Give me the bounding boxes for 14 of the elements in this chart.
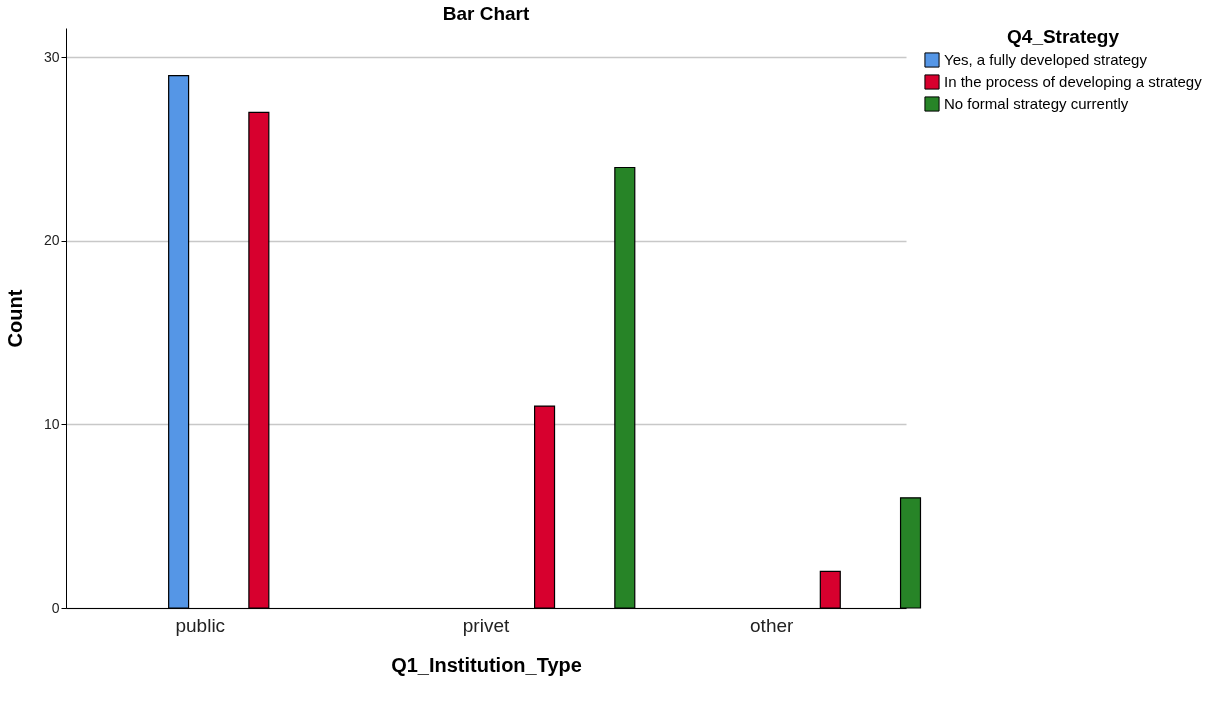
y-axis-title: Count: [3, 289, 26, 348]
legend-label: In the process of developing a strategy: [944, 73, 1203, 90]
y-tick-label: 30: [43, 48, 60, 65]
legend-label: Yes, a fully developed strategy: [944, 51, 1148, 68]
legend-label: No formal strategy currently: [944, 95, 1129, 112]
x-tick-label: other: [750, 614, 795, 636]
y-tick-label: 20: [43, 232, 60, 249]
y-tick-label: 0: [51, 599, 60, 616]
x-axis-title: Q1_Institution_Type: [391, 653, 582, 676]
legend-title: Q4_Strategy: [1007, 26, 1120, 47]
y-tick-label: 10: [43, 415, 60, 432]
x-tick-label: privet: [462, 614, 510, 636]
chart-title: Bar Chart: [442, 3, 530, 24]
x-tick-label: public: [175, 614, 226, 636]
